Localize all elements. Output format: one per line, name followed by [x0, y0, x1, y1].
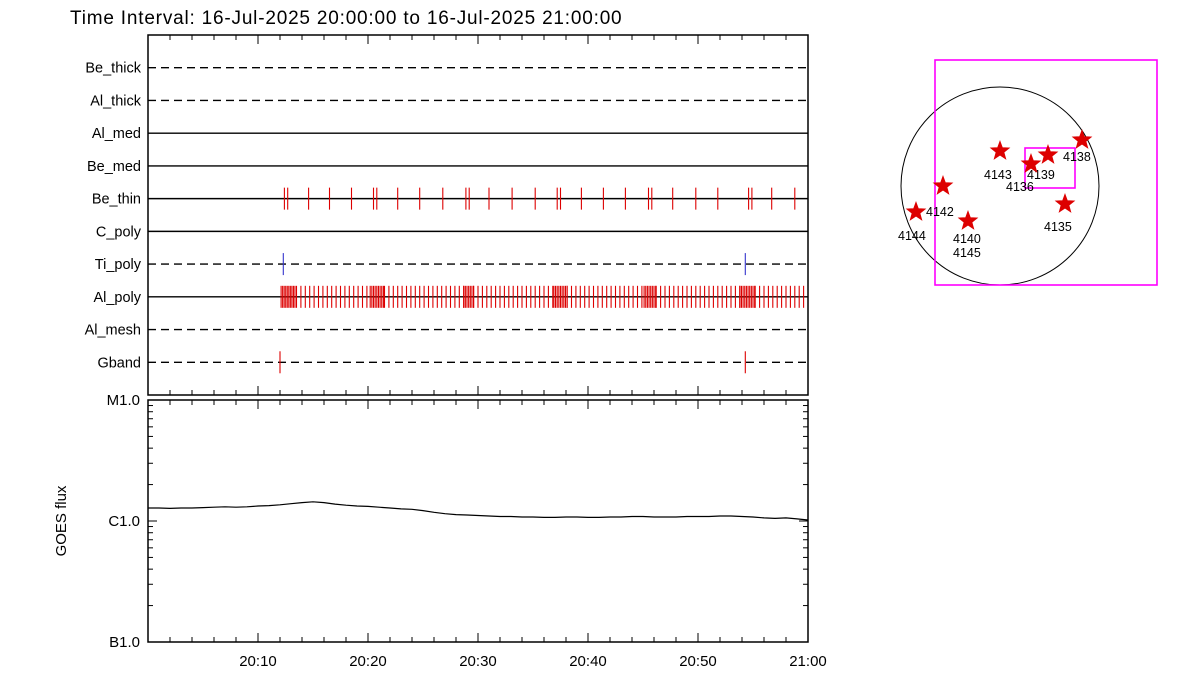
- active-region-label: 4143: [984, 168, 1012, 182]
- filter-row-label: Al_poly: [93, 290, 141, 306]
- filter-row-label: Ti_poly: [95, 257, 142, 273]
- filter-row-label: Be_med: [87, 159, 141, 175]
- goes-y-tick-label: M1.0: [107, 392, 140, 409]
- x-tick-label: 20:30: [459, 653, 497, 670]
- plot-title: Time Interval: 16-Jul-2025 20:00:00 to 1…: [70, 8, 622, 29]
- filter-row-label: Al_mesh: [85, 323, 141, 339]
- filter-row-label: C_poly: [96, 224, 142, 240]
- x-tick-label: 21:00: [789, 653, 827, 670]
- active-region-label: 4135: [1044, 220, 1072, 234]
- active-region-star: [1020, 153, 1042, 173]
- solar-disk: [900, 86, 1100, 286]
- goes-flux-panel: M1.0 C1.0 B1.0 20:10 20:20 20:30 20:40 20:50 21:…: [107, 392, 827, 670]
- filter-row-label: Al_med: [92, 126, 141, 142]
- goes-y-axis-label: GOES flux: [53, 485, 70, 556]
- active-region-label: 4144: [898, 229, 926, 243]
- filter-row-label: Be_thick: [85, 61, 141, 77]
- active-region-star: [1054, 193, 1076, 213]
- filter-row-label: Be_thin: [92, 192, 141, 208]
- fov-rect: [1024, 147, 1076, 189]
- goes-y-tick-label: B1.0: [109, 634, 140, 651]
- active-region-label: 4136: [1006, 180, 1034, 194]
- active-region-star: [905, 201, 927, 221]
- active-region-label: 4145: [953, 246, 981, 260]
- x-tick-label: 20:50: [679, 653, 717, 670]
- goes-flux-curve: [148, 501, 809, 521]
- active-region-label: 4139: [1027, 168, 1055, 182]
- active-region-star: [1071, 129, 1093, 149]
- fov-rect: [934, 59, 1158, 286]
- x-tick-label: 20:20: [349, 653, 387, 670]
- filter-timeline-panel: Be_thick Al_thick Al_med Be_med Be_thin C_pol…: [85, 34, 809, 396]
- goes-panel-border: [147, 399, 809, 643]
- active-region-label: 4140: [953, 232, 981, 246]
- active-region-star: [1037, 144, 1059, 164]
- active-region-star: [957, 210, 979, 230]
- active-region-star: [989, 140, 1011, 160]
- active-region-label: 4138: [1063, 150, 1091, 164]
- filter-row-label: Al_thick: [90, 93, 142, 109]
- x-tick-label: 20:10: [239, 653, 277, 670]
- active-region-star: [932, 175, 954, 195]
- goes-y-tick-label: C1.0: [108, 513, 140, 530]
- x-tick-label: 20:40: [569, 653, 607, 670]
- filter-row-label: Gband: [97, 355, 141, 371]
- active-region-label: 4142: [926, 205, 954, 219]
- filter-panel-border: [147, 34, 809, 396]
